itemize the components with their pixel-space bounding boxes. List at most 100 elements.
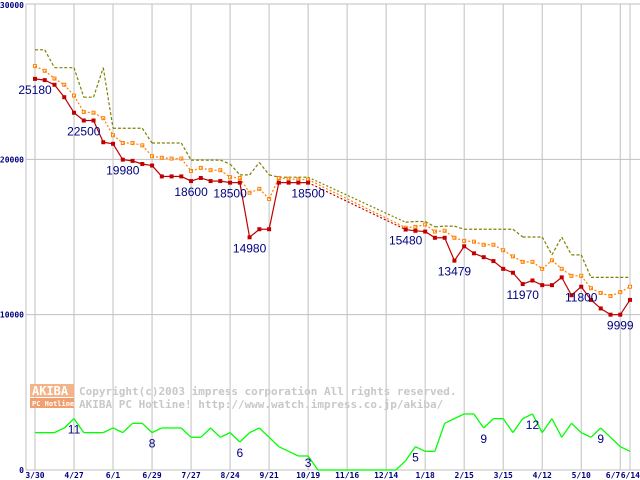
x-tick-label: 3/15 xyxy=(494,471,513,480)
line-segment xyxy=(512,228,524,238)
line-segment xyxy=(415,446,426,452)
count-label: 8 xyxy=(149,437,156,451)
line-segment xyxy=(210,427,221,438)
line-segment xyxy=(512,418,524,434)
line-segment xyxy=(258,162,270,176)
line-segment xyxy=(220,432,231,438)
price-label: 15480 xyxy=(389,234,423,248)
line-segment xyxy=(112,427,124,434)
line-segment xyxy=(288,450,299,457)
price-label: 14980 xyxy=(233,241,267,255)
line-segment xyxy=(551,236,563,256)
line-segment xyxy=(580,254,592,278)
x-tick-label: 12/14 xyxy=(374,471,398,480)
line-segment xyxy=(619,299,631,316)
x-tick-label: 10/19 xyxy=(296,471,320,480)
line-segment xyxy=(180,427,192,438)
count-label: 12 xyxy=(526,418,540,432)
line-segment xyxy=(619,446,631,452)
price-label: 25180 xyxy=(18,83,52,97)
count-label: 11 xyxy=(68,423,81,437)
line-segment xyxy=(180,158,192,172)
x-tick-label: 6/14 xyxy=(621,471,640,480)
line-segment xyxy=(73,418,85,434)
count-label: 5 xyxy=(412,451,419,465)
line-segment xyxy=(610,436,621,448)
line-segment xyxy=(502,418,514,434)
price-label: 11970 xyxy=(506,288,539,302)
line-segment xyxy=(561,236,573,256)
x-tick-label: 5/10 xyxy=(572,471,591,480)
series-min-price xyxy=(33,76,632,317)
line-segment xyxy=(151,427,163,434)
line-segment xyxy=(239,182,251,238)
line-segment xyxy=(278,446,289,452)
line-segment xyxy=(454,413,465,420)
line-segment xyxy=(73,95,85,113)
line-segment xyxy=(229,163,241,176)
y-tick-label: 10000 xyxy=(0,311,24,320)
price-label: 11800 xyxy=(565,291,598,305)
price-label: 9999 xyxy=(607,319,634,333)
x-tick-label: 2/15 xyxy=(455,471,474,480)
line-segment xyxy=(405,220,416,223)
price-label: 18600 xyxy=(174,185,208,199)
gap-segment xyxy=(307,176,406,223)
series-layer xyxy=(33,49,632,471)
line-segment xyxy=(580,286,592,301)
x-tick-label: 6/7 xyxy=(606,471,621,480)
line-segment xyxy=(102,427,114,434)
price-label: 19980 xyxy=(106,164,140,178)
line-segment xyxy=(454,225,465,230)
line-segment xyxy=(102,67,114,129)
line-segment xyxy=(395,460,407,471)
line-segment xyxy=(249,427,260,434)
series-shop-count xyxy=(35,413,631,471)
x-tick-label: 4/12 xyxy=(533,471,552,480)
line-segment xyxy=(561,277,573,296)
line-segment xyxy=(531,413,543,433)
line-segment xyxy=(220,159,231,165)
line-segment xyxy=(200,427,212,438)
line-segment xyxy=(561,422,573,438)
line-segment xyxy=(444,230,455,239)
line-segment xyxy=(453,245,465,261)
line-segment xyxy=(434,423,446,452)
line-segment xyxy=(434,225,445,228)
line-segment xyxy=(92,67,104,98)
min-price-point xyxy=(628,297,632,302)
y-tick-label: 0 xyxy=(19,466,24,475)
x-tick-label: 4/27 xyxy=(64,471,83,480)
pc-hotline-logo-text: PC Hotline! xyxy=(32,400,78,408)
x-tick-label: 6/29 xyxy=(142,471,161,480)
x-tick-label: 7/27 xyxy=(181,471,200,480)
line-segment xyxy=(444,418,455,424)
line-segment xyxy=(268,436,280,448)
data-labels: 25180 22500 19980 18600 18500 14980 18500 15480… xyxy=(18,83,634,470)
line-segment xyxy=(258,427,270,438)
akiba-logo-top xyxy=(30,384,74,397)
line-segment xyxy=(307,455,319,471)
line-segment xyxy=(63,96,75,114)
price-label: 13479 xyxy=(438,265,472,279)
line-segment xyxy=(473,413,485,429)
line-segment xyxy=(483,418,494,429)
line-segment xyxy=(580,275,592,289)
line-segment xyxy=(541,418,553,434)
line-segment xyxy=(92,120,104,143)
line-segment xyxy=(590,427,602,438)
line-segment xyxy=(54,84,65,98)
x-tick-label: 11/16 xyxy=(335,471,359,480)
x-tick-label: 8/24 xyxy=(220,471,239,480)
line-segment xyxy=(541,236,553,256)
line-segment xyxy=(54,427,65,434)
line-segment xyxy=(268,182,280,230)
line-segment xyxy=(102,117,114,136)
line-segment xyxy=(571,422,582,434)
price-label: 18500 xyxy=(213,187,247,201)
line-segment xyxy=(405,446,416,462)
price-label: 18500 xyxy=(291,187,325,201)
x-tick-label: 6/1 xyxy=(106,471,121,480)
